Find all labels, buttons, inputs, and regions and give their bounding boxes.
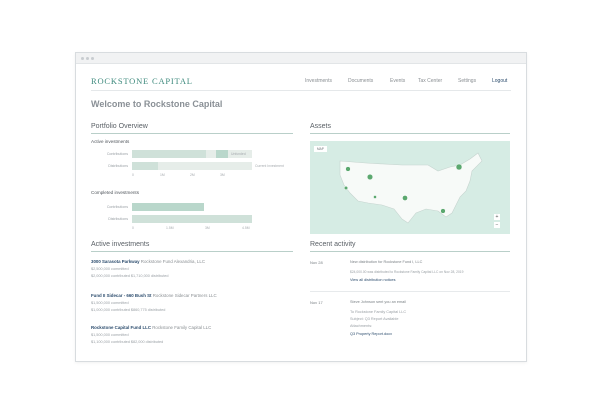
window-dot [81,57,84,60]
activity-headline: Steve Johnson sent you an email [350,300,406,304]
activity-detail: $24,000.00 was distributed to Rockstone … [350,270,464,274]
investment-entity: Rockstone Sidecar Partners LLC [151,293,217,298]
axis-tick: 3M [220,173,225,177]
page-title: Welcome to Rockstone Capital [91,99,223,109]
activity-headline: New distribution for Rockstone Fund I, L… [350,260,423,264]
investment-amounts: $1,000,000 contributed $860,775 distribu… [91,308,166,312]
investment-committed: $1,500,000 committed [91,301,129,305]
investment-item[interactable]: 3000 Sarasota Parkway Rockstone Fund Ale… [91,259,205,264]
axis-tick: 1M [160,173,165,177]
usa-outline-shape [339,152,483,224]
investment-committed: $1,500,000 committed [91,333,129,337]
header-divider [91,90,511,91]
bar-active-unfunded [216,150,228,158]
bar-track [132,162,252,170]
bar-label-contributions: Contributions [106,205,128,209]
bar-active-contributions [132,150,206,158]
zoom-in-button[interactable]: + [494,214,500,220]
zoom-out-button[interactable]: − [494,222,500,228]
investment-amounts: $2,000,000 contributed $1,710,000 distri… [91,274,169,278]
browser-window: ROCKSTONE CAPITAL Investments Documents … [75,52,527,362]
bar-active-distributions [132,162,158,170]
window-dot [91,57,94,60]
investment-entity: Rockstone Fund Alexandria, LLC [139,259,205,264]
map-pin-icon [345,166,351,172]
investment-name[interactable]: Rockstone Capital Fund LLC [91,325,152,330]
asset-pins [343,163,463,214]
axis-tick: 2M [190,173,195,177]
bar-completed-distributions [132,215,252,223]
portfolio-overview-title: Portfolio Overview [91,123,148,130]
investment-entity: Rockstone Family Capital LLC [151,325,212,330]
nav-logout[interactable]: Logout [492,78,508,84]
investment-committed: $2,500,000 committed [91,267,129,271]
axis-tick: 0 [132,226,134,230]
active-investments-title: Active investments [91,241,150,248]
activity-link[interactable]: View all distribution notices [350,278,396,282]
map-type-badge[interactable]: MAP [314,146,327,152]
bar-completed-contributions [132,203,204,211]
completed-investments-subhead: Completed investments [91,190,140,195]
activity-date: Nov 17 [310,300,323,305]
investment-amounts: $1,100,000 contributed $82,000 distribut… [91,340,164,344]
axis-tick: 1.5M [166,226,174,230]
map-pin-icon [366,173,374,181]
map-pin-icon [440,208,446,214]
activity-date: Nov 28 [310,260,323,265]
section-rule [310,251,510,252]
active-investments-subhead: Active investments [91,139,130,144]
map-pin-icon [402,195,408,201]
window-titlebar [76,53,526,64]
assets-map[interactable]: MAP + − [310,141,510,234]
investment-item[interactable]: Fund II Sidecar - 660 Bush St Rockstone … [91,293,217,298]
activity-detail: Subject: Q3 Report Available [350,317,399,321]
axis-tick: 3M [205,226,210,230]
axis-tick: 4.5M [242,226,250,230]
bar-label-contributions: Contributions [106,152,128,156]
activity-detail: To Rockstone Family Capital LLC [350,310,407,314]
section-rule [91,251,293,252]
recent-activity-title: Recent activity [310,241,356,248]
activity-divider [310,291,510,292]
assets-title: Assets [310,123,332,130]
map-pin-icon [455,163,463,171]
map-pin-icon [343,185,349,191]
axis-tick: 0 [132,173,134,177]
investment-name[interactable]: 3000 Sarasota Parkway [91,259,140,264]
bar-note-current: Current Investment [255,164,284,168]
section-rule [310,133,510,134]
usa-map [339,152,483,224]
brand-logo[interactable]: ROCKSTONE CAPITAL [91,76,193,86]
bar-note-unfunded: Unfunded [231,152,246,156]
attachment-link[interactable]: Q3 Property Report.docx [350,332,392,336]
investment-item[interactable]: Rockstone Capital Fund LLC Rockstone Fam… [91,325,211,330]
nav-investments[interactable]: Investments [305,78,332,84]
nav-settings[interactable]: Settings [458,78,477,84]
nav-tax-center[interactable]: Tax Center [418,78,443,84]
nav-events[interactable]: Events [390,78,406,84]
bar-label-distributions: Distributions [108,217,128,221]
investment-name[interactable]: Fund II Sidecar - 660 Bush St [91,293,152,298]
map-pin-icon [373,195,377,199]
activity-detail: Attachments: [350,324,373,328]
section-rule [91,133,293,134]
nav-documents[interactable]: Documents [348,78,374,84]
bar-label-distributions: Distributions [108,164,128,168]
window-dot [86,57,89,60]
